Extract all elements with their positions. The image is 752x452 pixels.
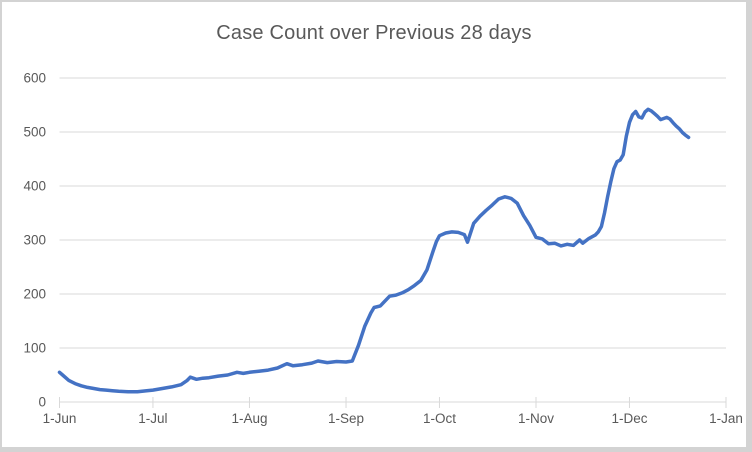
x-axis-tick-label: 1-Aug (231, 411, 267, 426)
y-axis-tick-label: 600 (23, 71, 46, 86)
x-axis-tick-label: 1-Nov (518, 411, 554, 426)
x-axis-tick-label: 1-Dec (611, 411, 647, 426)
y-axis-tick-label: 500 (23, 125, 46, 140)
chart-area (2, 2, 746, 447)
y-axis-tick-label: 200 (23, 287, 46, 302)
y-axis-tick-label: 100 (23, 341, 46, 356)
x-axis-tick-label: 1-Jan (709, 411, 743, 426)
x-axis-tick-label: 1-Sep (328, 411, 364, 426)
y-axis-tick-label: 300 (23, 233, 46, 248)
x-axis-tick-label: 1-Oct (423, 411, 456, 426)
y-axis-tick-label: 400 (23, 179, 46, 194)
x-axis-tick-label: 1-Jul (138, 411, 167, 426)
x-axis-tick-label: 1-Jun (43, 411, 77, 426)
chart-title: Case Count over Previous 28 days (216, 22, 532, 44)
case-count-line (57, 107, 691, 394)
y-axis-tick-label: 0 (38, 395, 46, 410)
